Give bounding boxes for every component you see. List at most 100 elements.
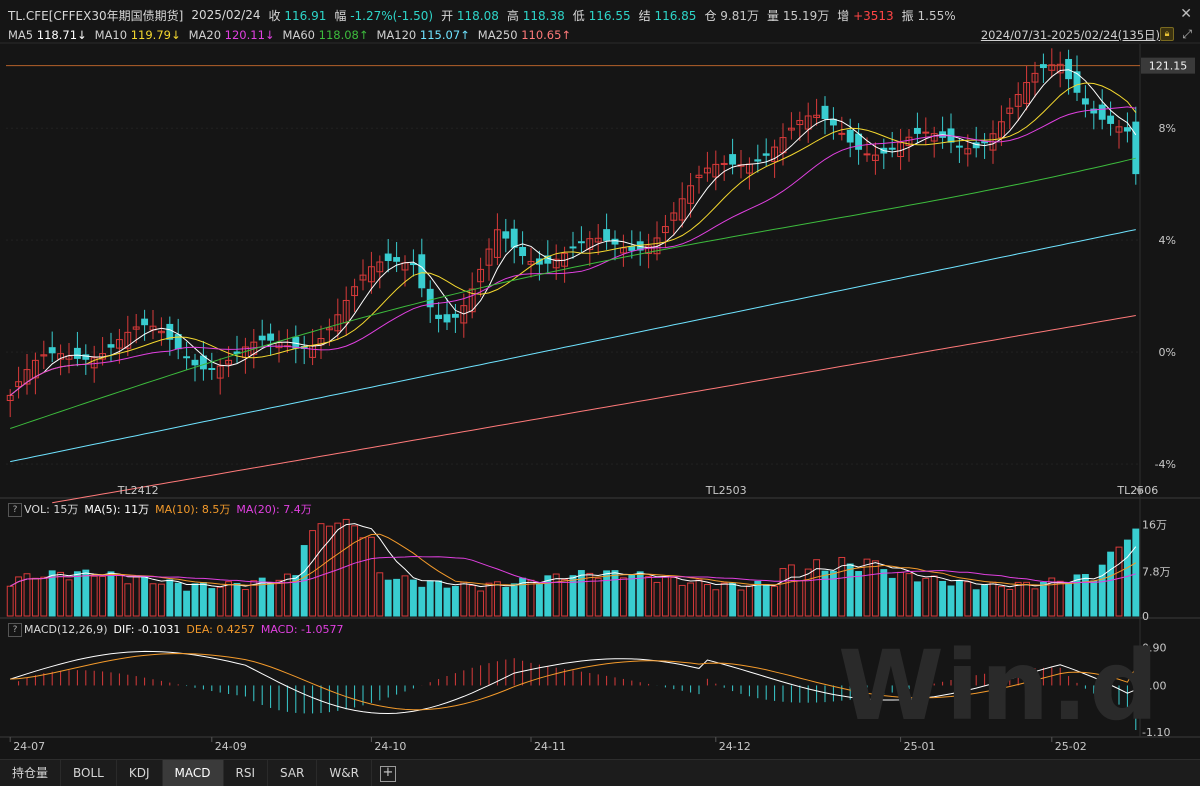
vol-help-icon[interactable]: ?: [8, 503, 22, 517]
volume-bar: [1132, 528, 1140, 617]
vol-tick-label: 0: [1142, 610, 1149, 623]
vol-title: VOL: 15万: [24, 503, 79, 516]
volume-bar: [586, 572, 594, 617]
candle-down: [762, 153, 770, 156]
tab-kdj[interactable]: KDJ: [117, 760, 163, 786]
candle-down: [82, 354, 90, 360]
ma120-line: [10, 229, 1136, 463]
candle-up: [871, 154, 879, 161]
volume-bar: [695, 579, 703, 617]
volume-bar: [124, 583, 132, 617]
vol-ma5: MA(5): 11万: [84, 503, 150, 516]
volume-bar: [73, 571, 81, 617]
volume-bar: [871, 560, 879, 617]
volume-bar: [930, 575, 938, 617]
candle-up: [493, 229, 501, 258]
volume-bar: [989, 581, 997, 617]
chart-canvas[interactable]: 8% 4% 0% -4% 121.15 TL2412 TL2503 TL2506▼ 16万 7.8…: [0, 0, 1200, 760]
candle-down: [443, 314, 451, 323]
volume-bar: [149, 583, 157, 617]
close-value: 116.91: [284, 8, 327, 23]
volume-bar: [15, 576, 23, 617]
volume-bar: [905, 573, 913, 617]
vol-ma10: MA(10): 8.5万: [155, 503, 231, 516]
tab-rsi[interactable]: RSI: [224, 760, 268, 786]
contract-arrow-icon: ▼: [1136, 487, 1143, 497]
price-tick-label: 4%: [1159, 234, 1176, 247]
volume-bar: [821, 570, 829, 617]
volume-bar: [594, 577, 602, 617]
close-icon[interactable]: ✕: [1180, 6, 1192, 22]
time-axis-label: 25-02: [1055, 740, 1087, 753]
candle-up: [342, 299, 350, 324]
candle-up: [552, 258, 560, 269]
volume-bar: [393, 578, 401, 617]
time-axis-label: 24-10: [374, 740, 406, 753]
volume-bar: [1039, 581, 1047, 617]
volume-bar: [82, 569, 90, 617]
watermark-logo: Win.d: [838, 630, 1161, 742]
volume-bar: [57, 571, 65, 617]
volume-bar: [351, 525, 359, 617]
volume-bar: [166, 579, 174, 617]
macd-help-icon[interactable]: ?: [8, 623, 22, 637]
time-axis-label: 24-07: [13, 740, 45, 753]
volume-bar: [1107, 551, 1115, 617]
candle-up: [1115, 126, 1123, 133]
candle-up: [804, 115, 812, 130]
macd-tick-label: 0.90: [1142, 642, 1167, 655]
volume-bar: [955, 579, 963, 617]
volume-bar: [611, 570, 619, 617]
candle-down: [888, 147, 896, 150]
candle-up: [1031, 72, 1039, 83]
tab-boll[interactable]: BOLL: [61, 760, 117, 786]
volume-bar: [275, 579, 283, 617]
contract-label: TL2503: [705, 484, 747, 497]
oi-change-value: +3513: [853, 8, 894, 23]
candle-up: [90, 357, 98, 369]
volume-bar: [1006, 588, 1014, 617]
candle-down: [107, 344, 115, 348]
tab-oi[interactable]: 持仓量: [0, 760, 62, 786]
candle-up: [695, 174, 703, 179]
candle-down: [981, 141, 989, 144]
candle-down: [1065, 58, 1073, 80]
volume-bar: [1048, 577, 1056, 617]
candle-down: [267, 333, 275, 341]
volume-bar: [451, 585, 459, 617]
time-axis-label: 24-12: [719, 740, 751, 753]
expand-icon[interactable]: ⤢: [1182, 27, 1192, 41]
volume-bar: [636, 571, 644, 617]
tab-sar[interactable]: SAR: [268, 760, 318, 786]
volume-bar: [754, 580, 762, 617]
add-tab-icon[interactable]: +: [379, 766, 396, 782]
macd-title: MACD(12,26,9): [24, 622, 108, 636]
macd-dea-line: [10, 652, 1137, 711]
candle-up: [477, 268, 485, 283]
volume-bar: [544, 575, 552, 617]
volume-bar: [199, 582, 207, 617]
volume-bar: [939, 580, 947, 617]
volume-bar: [31, 577, 39, 617]
time-axis-label: 24-11: [534, 740, 566, 753]
candle-up: [863, 153, 871, 156]
vol-tick-label: 7.8万: [1142, 565, 1171, 578]
tab-macd[interactable]: MACD: [162, 760, 224, 786]
volume-bar: [569, 575, 577, 617]
vol-panel-header: VOL: 15万 MA(5): 11万 MA(10): 8.5万 MA(20):…: [24, 501, 312, 517]
volume-bar: [1081, 574, 1089, 617]
vol-ma20-line: [9, 555, 1136, 587]
volume-bar: [661, 575, 669, 617]
date-range-link[interactable]: 2024/07/31-2025/02/24(135日): [980, 28, 1160, 42]
candle-up: [15, 381, 23, 388]
candle-down: [628, 246, 636, 251]
candle-down: [451, 313, 459, 318]
candle-up: [720, 162, 728, 166]
candle-up: [31, 359, 39, 379]
volume-bar: [922, 577, 930, 617]
tab-wr[interactable]: W&R: [317, 760, 372, 786]
candle-down: [48, 347, 56, 354]
volume-bar: [1065, 582, 1073, 617]
lock-icon[interactable]: 🔒︎: [1160, 27, 1174, 41]
volume-bar: [418, 586, 426, 617]
